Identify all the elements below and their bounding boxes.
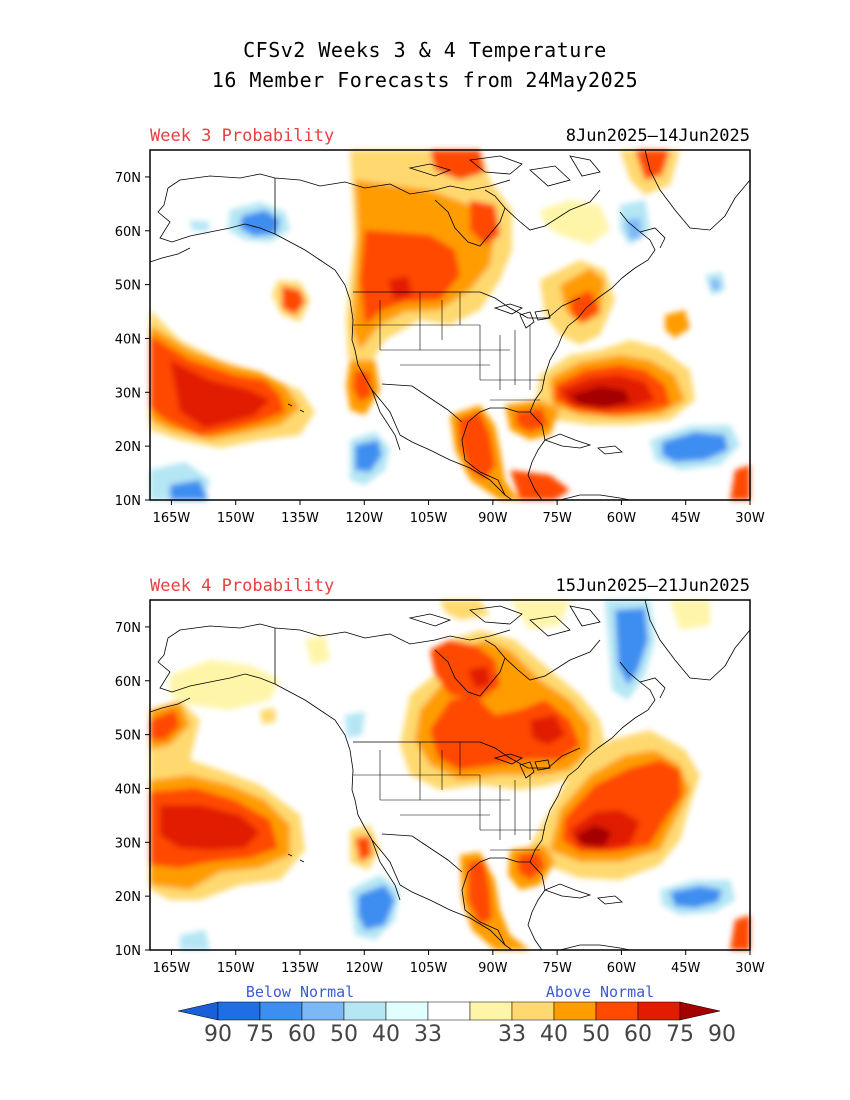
lon-tick-label: 90W (478, 511, 508, 526)
lat-tick-label: 20N (115, 440, 141, 455)
lon-tick-label: 90W (478, 961, 508, 976)
lat-tick-label: 60N (115, 675, 141, 690)
week3-dates: 8Jun2025—14Jun2025 (565, 126, 750, 146)
lat-tick-label: 30N (115, 386, 141, 401)
lat-tick-label: 40N (115, 332, 141, 347)
lon-tick-label: 45W (671, 961, 701, 976)
legend-number: 75 (246, 1022, 274, 1047)
title-line-2: 16 Member Forecasts from 24May2025 (211, 68, 639, 92)
lon-tick-label: 30W (735, 961, 765, 976)
lon-tick-label: 105W (410, 961, 448, 976)
legend-number: 90 (204, 1022, 232, 1047)
legend-number: 40 (372, 1022, 400, 1047)
lon-tick-label: 120W (345, 511, 383, 526)
week4-axes: 10N 20N 30N 40N 50N 60N 70N 165W 150W 135W 120W 105… (115, 621, 765, 976)
lon-tick-label: 165W (153, 511, 191, 526)
legend-swatch (259, 1001, 303, 1021)
lon-tick-label: 135W (281, 961, 319, 976)
legend-swatch (343, 1001, 387, 1021)
lon-tick-label: 75W (542, 511, 572, 526)
lat-tick-label: 50N (115, 729, 141, 744)
legend-swatch (385, 1001, 429, 1021)
lat-tick-label: 20N (115, 890, 141, 905)
title-line-1: CFSv2 Weeks 3 & 4 Temperature (243, 38, 607, 62)
legend-swatch (637, 1001, 681, 1021)
legend-tip-above (679, 1001, 721, 1021)
week4-map (149, 599, 751, 951)
legend-above-label: Above Normal (546, 983, 654, 1001)
lat-tick-label: 10N (115, 944, 141, 959)
legend-number: 60 (624, 1022, 652, 1047)
lon-tick-label: 120W (345, 961, 383, 976)
legend-number: 60 (288, 1022, 316, 1047)
lon-tick-label: 45W (671, 511, 701, 526)
legend-swatch (469, 1001, 513, 1021)
lon-tick-label: 105W (410, 511, 448, 526)
legend-swatch (553, 1001, 597, 1021)
legend-swatch (511, 1001, 555, 1021)
lon-tick-label: 150W (217, 511, 255, 526)
legend-number: 50 (330, 1022, 358, 1047)
legend-number: 33 (414, 1022, 442, 1047)
legend-swatch (595, 1001, 639, 1021)
lon-tick-label: 165W (153, 961, 191, 976)
lon-tick-label: 60W (607, 961, 637, 976)
lon-tick-label: 75W (542, 961, 572, 976)
legend-below-label: Below Normal (246, 983, 354, 1001)
week4-label: Week 4 Probability (150, 576, 335, 596)
lon-tick-label: 60W (607, 511, 637, 526)
lon-tick-label: 30W (735, 511, 765, 526)
lat-tick-label: 50N (115, 279, 141, 294)
lat-tick-label: 10N (115, 494, 141, 509)
legend-swatch (427, 1001, 471, 1021)
legend-numbers: 90 75 60 50 40 33 33 40 50 60 75 90 (204, 1022, 736, 1047)
legend-number: 50 (582, 1022, 610, 1047)
lat-tick-label: 40N (115, 782, 141, 797)
legend-colorbar (177, 1001, 721, 1021)
lat-tick-label: 30N (115, 836, 141, 851)
week3-label: Week 3 Probability (150, 126, 335, 146)
lon-tick-label: 150W (217, 961, 255, 976)
legend-swatch (217, 1001, 261, 1021)
legend-number: 40 (540, 1022, 568, 1047)
lat-tick-label: 60N (115, 225, 141, 240)
lon-tick-label: 135W (281, 511, 319, 526)
legend-number: 75 (666, 1022, 694, 1047)
legend-number: 33 (498, 1022, 526, 1047)
week3-map (149, 149, 751, 501)
week4-dates: 15Jun2025—21Jun2025 (555, 576, 750, 596)
lat-tick-label: 70N (115, 171, 141, 186)
legend-number: 90 (708, 1022, 736, 1047)
legend-tip-below (177, 1001, 219, 1021)
lat-tick-label: 70N (115, 621, 141, 636)
legend-swatch (301, 1001, 345, 1021)
week3-axes: 10N 20N 30N 40N 50N 60N 70N 165W 150W 135W 120W 105… (115, 171, 765, 526)
